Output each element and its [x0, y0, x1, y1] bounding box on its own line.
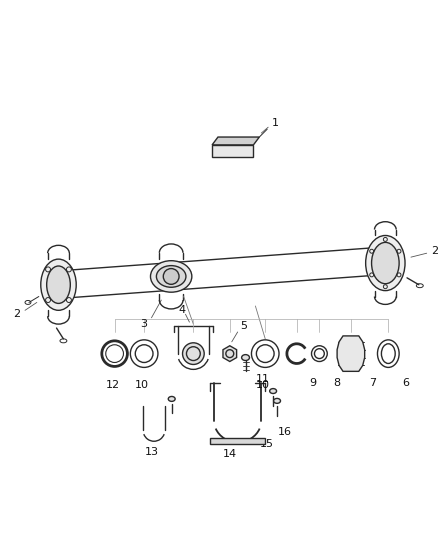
Text: 13: 13	[145, 447, 159, 457]
Text: 8: 8	[334, 378, 341, 388]
Text: 9: 9	[309, 378, 316, 388]
Ellipse shape	[183, 343, 204, 365]
Ellipse shape	[41, 259, 76, 310]
Polygon shape	[337, 336, 365, 372]
Ellipse shape	[274, 399, 280, 403]
Ellipse shape	[168, 397, 175, 401]
Text: 3: 3	[140, 319, 147, 329]
Polygon shape	[212, 137, 259, 145]
Text: 16: 16	[278, 427, 292, 438]
Text: 15: 15	[260, 439, 274, 449]
Polygon shape	[212, 145, 254, 157]
Text: 2: 2	[431, 246, 438, 256]
Text: 14: 14	[223, 449, 237, 459]
Text: 12: 12	[106, 380, 120, 390]
Ellipse shape	[371, 243, 399, 284]
Text: 6: 6	[403, 378, 410, 388]
Ellipse shape	[163, 269, 179, 284]
Text: 2: 2	[14, 309, 21, 319]
Text: 4: 4	[178, 305, 185, 316]
Ellipse shape	[242, 354, 250, 360]
Text: 1: 1	[272, 118, 279, 128]
Ellipse shape	[151, 261, 192, 292]
Polygon shape	[210, 438, 265, 444]
Ellipse shape	[366, 236, 405, 290]
Text: 10: 10	[135, 380, 149, 390]
Text: 5: 5	[240, 321, 247, 331]
Text: 7: 7	[369, 378, 376, 388]
Ellipse shape	[270, 389, 276, 393]
Ellipse shape	[156, 265, 186, 287]
Text: 11: 11	[256, 374, 270, 384]
Polygon shape	[223, 346, 237, 361]
Text: 10: 10	[256, 380, 270, 390]
Ellipse shape	[47, 266, 71, 303]
